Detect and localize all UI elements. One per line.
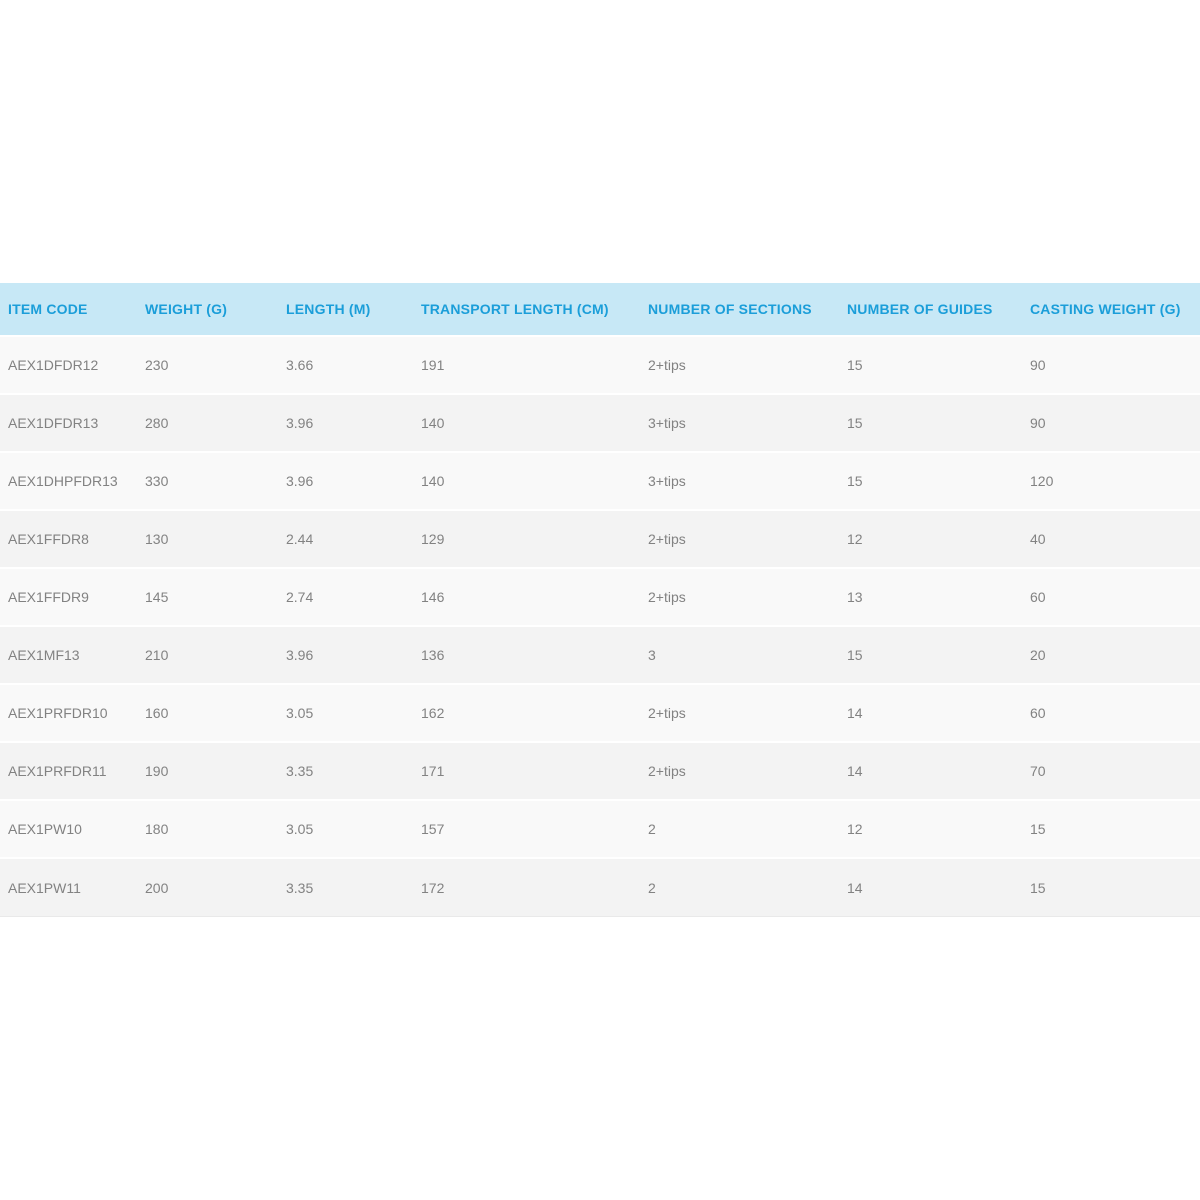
cell-weight-g: 190 bbox=[137, 743, 278, 801]
cell-item-code: AEX1PRFDR10 bbox=[0, 685, 137, 743]
table-row: AEX1MF13 210 3.96 136 3 15 20 bbox=[0, 627, 1200, 685]
cell-casting-weight: 15 bbox=[1022, 801, 1200, 859]
cell-num-guides: 15 bbox=[839, 627, 1022, 685]
table-row: AEX1FFDR9 145 2.74 146 2+tips 13 60 bbox=[0, 569, 1200, 627]
column-header-num-guides: NUMBER OF GUIDES bbox=[839, 283, 1022, 337]
cell-num-guides: 15 bbox=[839, 453, 1022, 511]
cell-casting-weight: 90 bbox=[1022, 337, 1200, 395]
table-row: AEX1PW10 180 3.05 157 2 12 15 bbox=[0, 801, 1200, 859]
product-spec-table-container: ITEM CODE WEIGHT (G) LENGTH (M) TRANSPOR… bbox=[0, 283, 1200, 917]
cell-num-sections: 3+tips bbox=[640, 395, 839, 453]
cell-length-m: 2.74 bbox=[278, 569, 413, 627]
cell-casting-weight: 15 bbox=[1022, 859, 1200, 917]
table-row: AEX1FFDR8 130 2.44 129 2+tips 12 40 bbox=[0, 511, 1200, 569]
column-header-weight-g: WEIGHT (G) bbox=[137, 283, 278, 337]
cell-num-sections: 2 bbox=[640, 801, 839, 859]
cell-item-code: AEX1PRFDR11 bbox=[0, 743, 137, 801]
cell-length-m: 3.96 bbox=[278, 627, 413, 685]
cell-num-sections: 2 bbox=[640, 859, 839, 917]
cell-transport-length: 146 bbox=[413, 569, 640, 627]
cell-num-guides: 14 bbox=[839, 685, 1022, 743]
cell-length-m: 3.66 bbox=[278, 337, 413, 395]
cell-num-sections: 2+tips bbox=[640, 569, 839, 627]
cell-num-guides: 14 bbox=[839, 859, 1022, 917]
cell-num-guides: 14 bbox=[839, 743, 1022, 801]
column-header-num-sections: NUMBER OF SECTIONS bbox=[640, 283, 839, 337]
cell-casting-weight: 60 bbox=[1022, 685, 1200, 743]
cell-transport-length: 140 bbox=[413, 395, 640, 453]
cell-transport-length: 162 bbox=[413, 685, 640, 743]
cell-num-sections: 3+tips bbox=[640, 453, 839, 511]
column-header-item-code: ITEM CODE bbox=[0, 283, 137, 337]
cell-transport-length: 172 bbox=[413, 859, 640, 917]
cell-item-code: AEX1DFDR12 bbox=[0, 337, 137, 395]
cell-casting-weight: 20 bbox=[1022, 627, 1200, 685]
cell-weight-g: 160 bbox=[137, 685, 278, 743]
cell-num-guides: 13 bbox=[839, 569, 1022, 627]
cell-length-m: 3.96 bbox=[278, 453, 413, 511]
cell-weight-g: 210 bbox=[137, 627, 278, 685]
cell-weight-g: 280 bbox=[137, 395, 278, 453]
cell-item-code: AEX1FFDR9 bbox=[0, 569, 137, 627]
cell-length-m: 3.05 bbox=[278, 685, 413, 743]
cell-transport-length: 136 bbox=[413, 627, 640, 685]
cell-transport-length: 140 bbox=[413, 453, 640, 511]
cell-item-code: AEX1MF13 bbox=[0, 627, 137, 685]
cell-weight-g: 180 bbox=[137, 801, 278, 859]
table-body: AEX1DFDR12 230 3.66 191 2+tips 15 90 AEX1DFDR13… bbox=[0, 337, 1200, 917]
column-header-transport-length: TRANSPORT LENGTH (CM) bbox=[413, 283, 640, 337]
product-spec-table: ITEM CODE WEIGHT (G) LENGTH (M) TRANSPOR… bbox=[0, 283, 1200, 917]
cell-weight-g: 230 bbox=[137, 337, 278, 395]
cell-num-guides: 12 bbox=[839, 801, 1022, 859]
cell-item-code: AEX1DFDR13 bbox=[0, 395, 137, 453]
cell-num-sections: 2+tips bbox=[640, 685, 839, 743]
cell-transport-length: 157 bbox=[413, 801, 640, 859]
table-row: AEX1PRFDR10 160 3.05 162 2+tips 14 60 bbox=[0, 685, 1200, 743]
cell-length-m: 3.05 bbox=[278, 801, 413, 859]
table-row: AEX1PW11 200 3.35 172 2 14 15 bbox=[0, 859, 1200, 917]
table-header: ITEM CODE WEIGHT (G) LENGTH (M) TRANSPOR… bbox=[0, 283, 1200, 337]
cell-num-sections: 2+tips bbox=[640, 743, 839, 801]
cell-length-m: 2.44 bbox=[278, 511, 413, 569]
cell-transport-length: 129 bbox=[413, 511, 640, 569]
cell-weight-g: 330 bbox=[137, 453, 278, 511]
table-row: AEX1DHPFDR13 330 3.96 140 3+tips 15 120 bbox=[0, 453, 1200, 511]
table-header-row: ITEM CODE WEIGHT (G) LENGTH (M) TRANSPOR… bbox=[0, 283, 1200, 337]
cell-item-code: AEX1PW11 bbox=[0, 859, 137, 917]
cell-casting-weight: 70 bbox=[1022, 743, 1200, 801]
cell-transport-length: 171 bbox=[413, 743, 640, 801]
table-row: AEX1PRFDR11 190 3.35 171 2+tips 14 70 bbox=[0, 743, 1200, 801]
cell-weight-g: 200 bbox=[137, 859, 278, 917]
cell-length-m: 3.96 bbox=[278, 395, 413, 453]
cell-num-guides: 15 bbox=[839, 337, 1022, 395]
cell-length-m: 3.35 bbox=[278, 743, 413, 801]
cell-weight-g: 145 bbox=[137, 569, 278, 627]
cell-weight-g: 130 bbox=[137, 511, 278, 569]
cell-transport-length: 191 bbox=[413, 337, 640, 395]
cell-item-code: AEX1PW10 bbox=[0, 801, 137, 859]
cell-num-sections: 2+tips bbox=[640, 511, 839, 569]
column-header-casting-weight: CASTING WEIGHT (G) bbox=[1022, 283, 1200, 337]
column-header-length-m: LENGTH (M) bbox=[278, 283, 413, 337]
cell-item-code: AEX1DHPFDR13 bbox=[0, 453, 137, 511]
cell-casting-weight: 40 bbox=[1022, 511, 1200, 569]
cell-num-sections: 3 bbox=[640, 627, 839, 685]
cell-num-guides: 12 bbox=[839, 511, 1022, 569]
table-row: AEX1DFDR13 280 3.96 140 3+tips 15 90 bbox=[0, 395, 1200, 453]
table-row: AEX1DFDR12 230 3.66 191 2+tips 15 90 bbox=[0, 337, 1200, 395]
cell-casting-weight: 60 bbox=[1022, 569, 1200, 627]
cell-num-sections: 2+tips bbox=[640, 337, 839, 395]
cell-length-m: 3.35 bbox=[278, 859, 413, 917]
cell-casting-weight: 120 bbox=[1022, 453, 1200, 511]
cell-casting-weight: 90 bbox=[1022, 395, 1200, 453]
cell-num-guides: 15 bbox=[839, 395, 1022, 453]
cell-item-code: AEX1FFDR8 bbox=[0, 511, 137, 569]
